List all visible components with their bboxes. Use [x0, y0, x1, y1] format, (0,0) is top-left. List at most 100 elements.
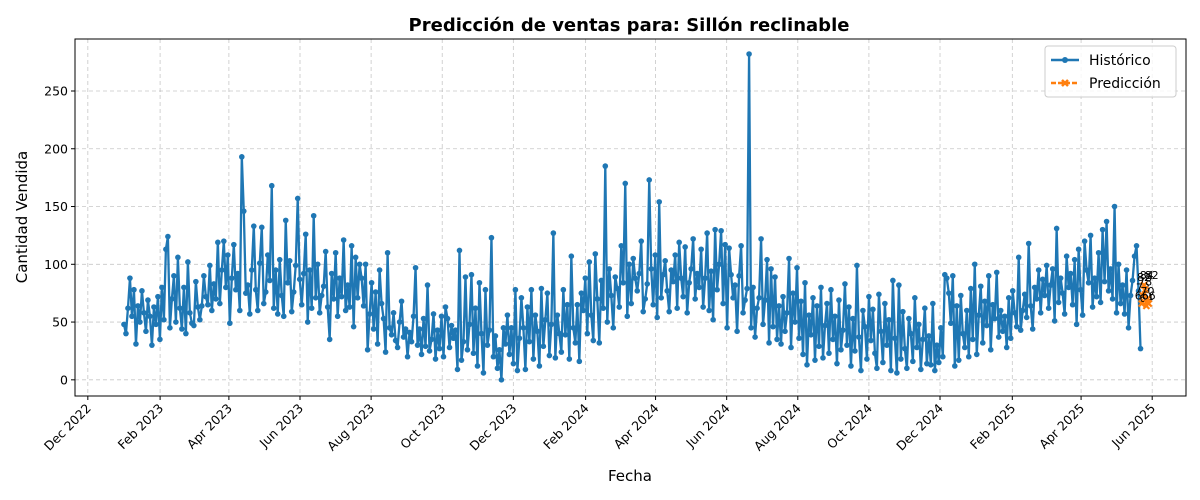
plot-frame — [74, 38, 1187, 397]
x-axis-label: Fecha — [608, 467, 652, 485]
historico-point — [752, 334, 758, 340]
historico-point — [708, 268, 714, 275]
historico-point — [614, 285, 621, 292]
historico-point — [596, 340, 603, 346]
historico-point — [1015, 254, 1022, 261]
historico-point — [822, 322, 828, 329]
historico-point — [1003, 344, 1010, 351]
historico-point — [191, 322, 197, 329]
historico-point — [989, 301, 996, 308]
historico-point — [278, 292, 285, 299]
historico-point — [997, 307, 1004, 314]
historico-point — [987, 346, 994, 353]
historico-point — [969, 336, 976, 343]
historico-point — [850, 315, 856, 322]
historico-point — [472, 305, 479, 311]
historico-point — [1023, 314, 1030, 321]
historico-point — [450, 335, 457, 342]
historico-point — [766, 340, 772, 346]
historico-point — [1017, 327, 1024, 333]
historico-point — [284, 279, 291, 286]
historico-point — [718, 227, 724, 234]
historico-point — [544, 290, 551, 296]
historico-point — [568, 253, 575, 259]
historico-point — [258, 224, 265, 231]
historico-point — [638, 238, 645, 244]
historico-point — [730, 295, 736, 301]
historico-point — [912, 295, 918, 301]
historico-point — [294, 195, 301, 202]
historico-point — [694, 270, 700, 277]
historico-point — [672, 252, 678, 258]
historico-point — [652, 252, 659, 258]
historico-point — [326, 336, 333, 343]
historico-point — [832, 313, 838, 320]
historico-point — [1025, 240, 1032, 247]
historico-point — [983, 322, 990, 329]
historico-point — [314, 261, 321, 268]
historico-point — [1001, 313, 1008, 320]
historico-point — [183, 330, 189, 337]
historico-point — [141, 310, 147, 316]
historico-point — [169, 296, 175, 302]
historico-point — [618, 243, 625, 249]
historico-point — [334, 313, 341, 320]
historico-point — [404, 353, 411, 360]
historico-point — [151, 304, 157, 310]
historico-point — [304, 319, 311, 325]
historico-point — [726, 245, 732, 251]
chart-title: Predicción de ventas para: Sillón reclin… — [409, 15, 850, 36]
historico-point — [818, 284, 824, 291]
historico-point — [1095, 249, 1102, 256]
historico-point — [734, 328, 740, 335]
historico-point — [426, 348, 433, 354]
historico-point — [826, 350, 832, 357]
historico-point — [1073, 321, 1080, 328]
historico-point — [155, 293, 161, 300]
historico-point — [366, 311, 373, 317]
historico-point — [938, 325, 944, 331]
historico-point — [1105, 288, 1112, 294]
historico-point — [650, 301, 657, 308]
historico-point — [680, 293, 686, 300]
historico-point — [844, 342, 850, 348]
historico-point — [764, 256, 770, 263]
historico-point — [1125, 325, 1132, 331]
historico-point — [442, 304, 449, 310]
historico-point — [870, 306, 876, 313]
historico-point — [1031, 284, 1038, 291]
historico-point — [668, 267, 674, 273]
historico-point — [480, 370, 487, 376]
historico-point — [908, 330, 914, 337]
historico-point — [900, 308, 906, 315]
historico-point — [476, 279, 483, 286]
historico-point — [1071, 256, 1078, 263]
historico-point — [175, 254, 181, 261]
historico-point — [1089, 304, 1096, 310]
historico-point — [310, 212, 317, 219]
historico-point — [270, 305, 277, 311]
historico-point — [534, 328, 541, 335]
historico-point — [1037, 310, 1044, 316]
historico-point — [802, 279, 808, 286]
historico-point — [197, 316, 203, 323]
historico-point — [1077, 286, 1084, 293]
historico-point — [207, 262, 213, 269]
historico-point — [1041, 292, 1048, 299]
historico-point — [762, 297, 768, 303]
historico-point — [812, 357, 818, 363]
historico-point — [706, 307, 712, 314]
historico-point — [786, 255, 792, 262]
historico-point — [193, 278, 199, 285]
historico-point — [886, 316, 892, 323]
historico-point — [930, 300, 936, 307]
historico-point — [640, 308, 647, 315]
historico-point — [932, 367, 938, 374]
historico-point — [918, 366, 924, 373]
historico-point — [414, 342, 421, 348]
historico-point — [498, 377, 505, 383]
historico-point — [626, 261, 633, 268]
y-axis-ticks: 0 50 100 150 200 250 — [44, 83, 75, 387]
series-prediccion: 667382786470668482 — [1135, 269, 1159, 310]
historico-point — [977, 283, 984, 290]
